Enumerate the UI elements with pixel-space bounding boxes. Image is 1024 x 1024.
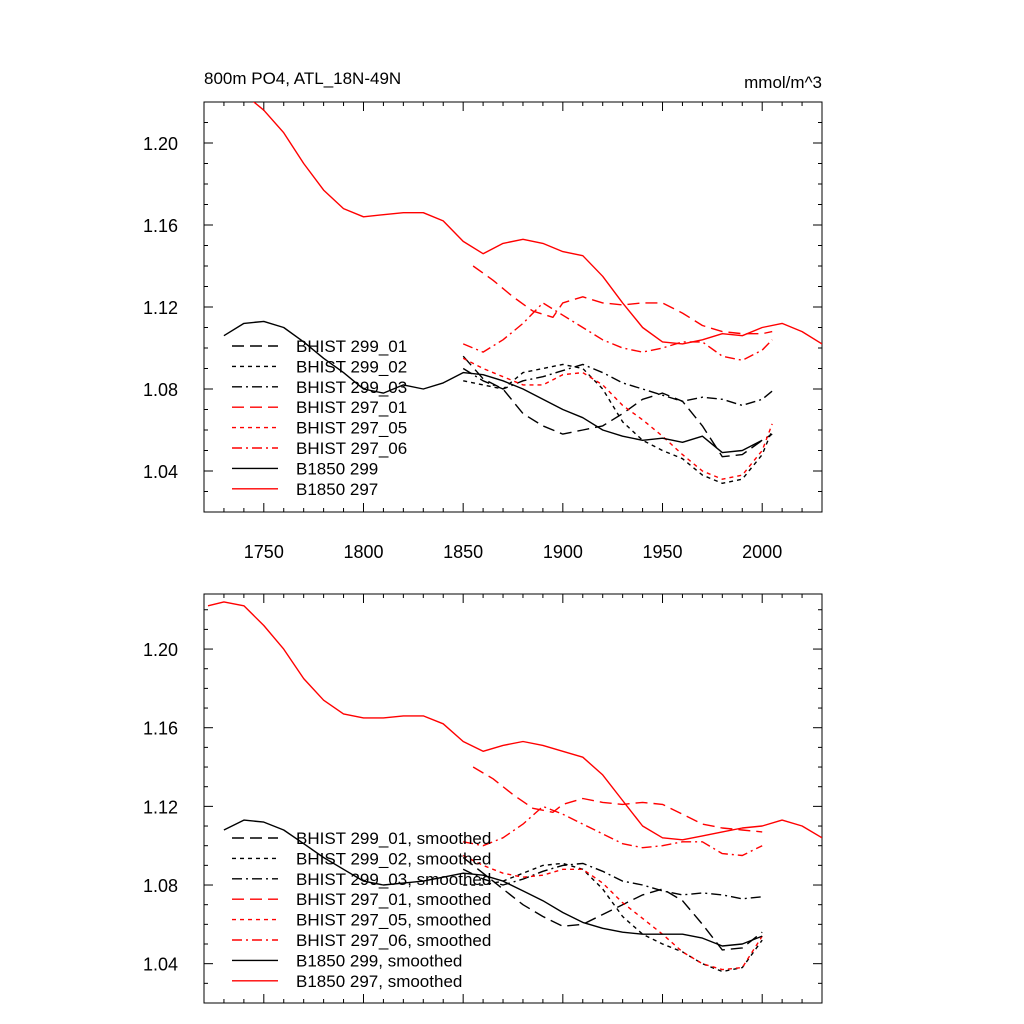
series-lines	[223, 102, 822, 484]
x-tick-label: 1900	[543, 542, 583, 562]
legend-label: BHIST 299_02, smoothed	[296, 849, 491, 868]
y-tick-label: 1.04	[143, 462, 178, 482]
series-line	[463, 805, 763, 857]
series-line	[462, 355, 773, 458]
series-line	[463, 363, 773, 484]
legend-label: BHIST 299_03	[296, 378, 407, 397]
series-line	[462, 854, 763, 971]
series-line	[207, 601, 822, 841]
y-tick-label: 1.12	[143, 797, 178, 817]
chart-title: 800m PO4, ATL_18N-49N	[204, 69, 401, 88]
legend-label: BHIST 297_05	[296, 419, 407, 438]
x-tick-label: 2000	[742, 542, 782, 562]
legend-label: BHIST 297_06	[296, 439, 407, 458]
y-tick-label: 1.20	[143, 134, 178, 154]
y-tick-label: 1.16	[143, 719, 178, 739]
x-tick-label: 1750	[244, 542, 284, 562]
series-line	[462, 856, 763, 951]
y-tick-label: 1.04	[143, 955, 178, 975]
legend-label: BHIST 297_01	[296, 398, 407, 417]
series-line	[472, 766, 763, 833]
legend-label: B1850 299	[296, 459, 378, 478]
legend-label: BHIST 299_02	[296, 357, 407, 376]
units-label: mmol/m^3	[744, 73, 822, 92]
bottom-panel: 1.04 1.08 1.12 1.16 1.20 BHIST 299_01, smooth…	[143, 593, 823, 1004]
plot-frame	[203, 593, 823, 1004]
legend-label: BHIST 299_03, smoothed	[296, 870, 491, 889]
series-line	[252, 102, 822, 345]
x-tick-label: 1800	[343, 542, 383, 562]
legend-label: BHIST 297_01, smoothed	[296, 890, 491, 909]
legend-label: B1850 299, smoothed	[296, 951, 462, 970]
y-tick-label: 1.16	[143, 216, 178, 236]
legend-label: B1850 297	[296, 480, 378, 499]
legend-label: BHIST 299_01	[296, 337, 407, 356]
legend-label: BHIST 299_01, smoothed	[296, 829, 491, 848]
series-lines	[207, 601, 822, 973]
x-tick-label: 1950	[642, 542, 682, 562]
series-line	[462, 357, 773, 480]
top-panel: 1750 1800 1850 1900 1950 2000 1.04 1.08 1.12 1.16…	[143, 101, 823, 562]
y-tick-label: 1.12	[143, 298, 178, 318]
series-line	[223, 819, 763, 947]
series-line	[472, 265, 773, 335]
y-tick-label: 1.08	[143, 380, 178, 400]
series-line	[462, 363, 773, 407]
legend-label: B1850 297, smoothed	[296, 972, 462, 991]
series-line	[462, 302, 773, 361]
y-tick-label: 1.20	[143, 640, 178, 660]
x-tick-label: 1850	[443, 542, 483, 562]
legend-label: BHIST 297_06, smoothed	[296, 931, 491, 950]
series-line	[463, 862, 763, 973]
series-line	[223, 320, 763, 454]
legend-label: BHIST 297_05, smoothed	[296, 911, 491, 930]
series-line	[462, 862, 763, 900]
y-tick-label: 1.08	[143, 876, 178, 896]
